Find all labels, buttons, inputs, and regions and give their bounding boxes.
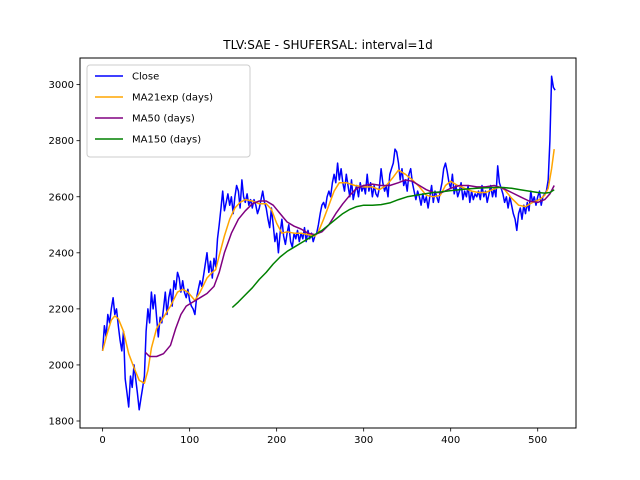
x-tick-label: 0 xyxy=(99,435,105,446)
legend-label: Close xyxy=(132,72,159,83)
legend-box xyxy=(86,64,251,158)
series-line-3 xyxy=(231,186,555,309)
plot-frame xyxy=(79,57,577,429)
chart-title: TLV:SAE - SHUFERSAL: interval=1d xyxy=(222,38,432,52)
legend-label: MA21exp (days) xyxy=(132,93,213,104)
series-line-1 xyxy=(101,149,555,384)
legend: Close MA21exp (days) MA50 (days) MA150 (day… xyxy=(86,64,251,158)
y-tick-label: 2600 xyxy=(49,192,74,203)
y-tick-label: 2800 xyxy=(49,136,74,147)
y-tick-label: 3000 xyxy=(49,80,74,91)
x-tick-label: 300 xyxy=(354,435,373,446)
x-tick-label: 100 xyxy=(180,435,199,446)
series-layer xyxy=(101,75,556,411)
legend-label: MA150 (days) xyxy=(132,135,201,146)
x-tick-label: 200 xyxy=(267,435,286,446)
y-axis: 1800 2000 2200 2400 2600 2800 3000 xyxy=(49,80,80,427)
x-tick-label: 500 xyxy=(528,435,547,446)
y-tick-label: 1800 xyxy=(49,416,74,427)
y-tick-label: 2200 xyxy=(49,304,74,315)
x-axis: 0 100 200 300 400 500 xyxy=(99,428,547,446)
x-tick-label: 400 xyxy=(441,435,460,446)
legend-label: MA50 (days) xyxy=(132,114,195,125)
series-line-2 xyxy=(144,179,555,358)
series-line-0 xyxy=(101,75,556,411)
y-tick-label: 2400 xyxy=(49,248,74,259)
y-tick-label: 2000 xyxy=(49,360,74,371)
